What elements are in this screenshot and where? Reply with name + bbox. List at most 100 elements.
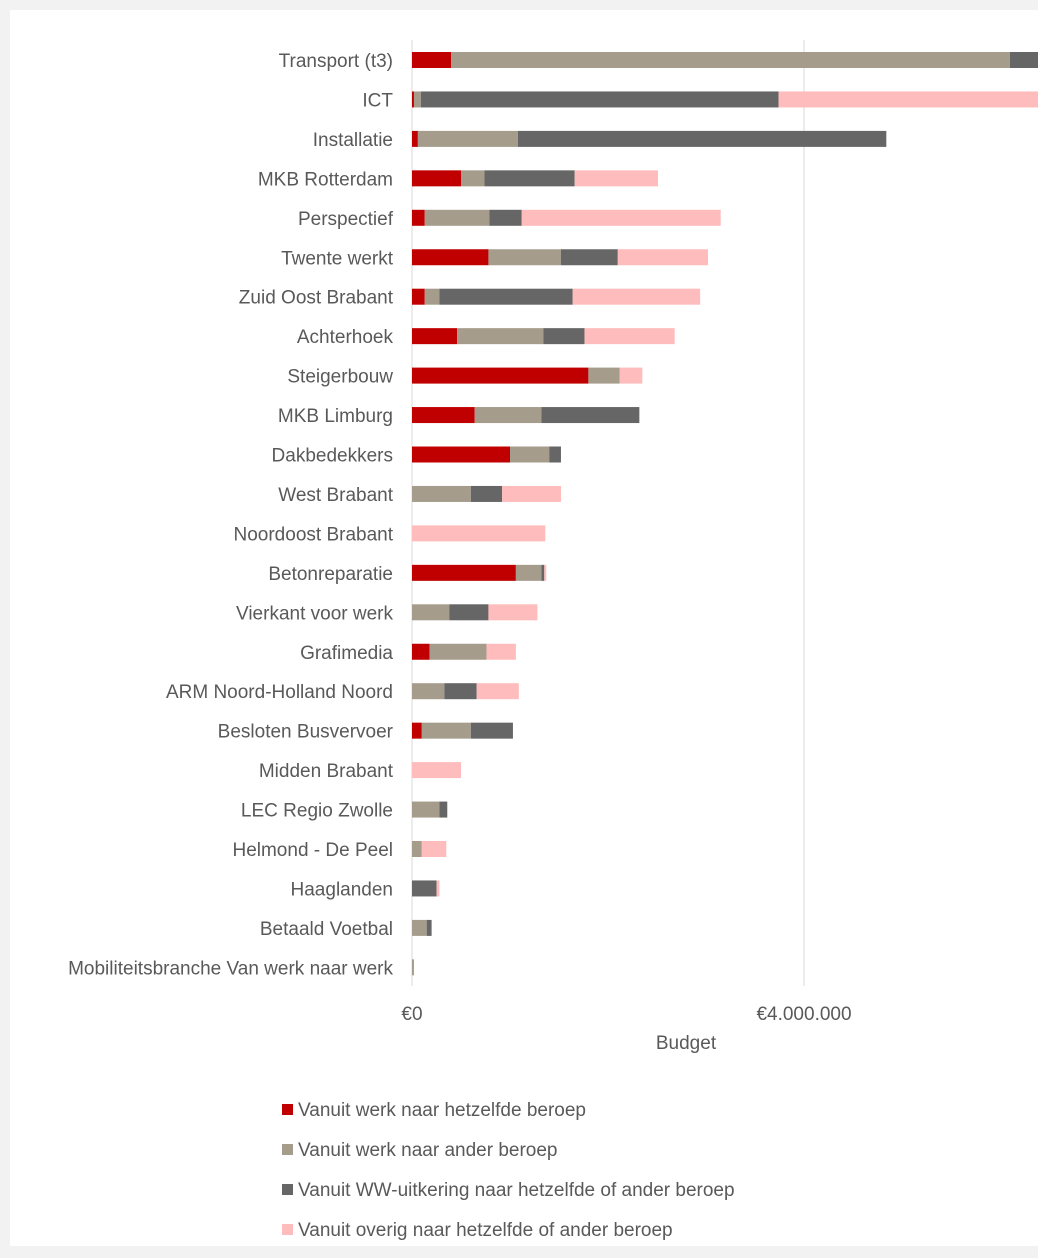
bar-transport-t3-series-3: [1009, 52, 1038, 68]
bar-zuid-oost-brabant-series-2: [424, 288, 440, 305]
category-label-midden-brabant: Midden Brabant: [259, 761, 394, 782]
bar-betonreparatie-series-1: [412, 564, 516, 581]
bar-vierkant-voor-werk-series-4: [488, 604, 538, 621]
bar-twente-werkt-series-2: [488, 249, 561, 266]
category-label-arm-noord-holland-noord: ARM Noord-Holland Noord: [166, 682, 393, 703]
legend-label-3: Vanuit WW-uitkering naar hetzelfde of an…: [298, 1180, 735, 1201]
category-label-ict: ICT: [362, 90, 393, 111]
bar-haaglanden-series-4: [436, 880, 440, 897]
category-label-perspectief: Perspectief: [298, 209, 394, 230]
category-label-zuid-oost-brabant: Zuid Oost Brabant: [239, 288, 394, 309]
bar-betaald-voetbal-series-3: [426, 919, 432, 936]
legend-swatch-4: [282, 1224, 293, 1235]
bar-twente-werkt-series-4: [617, 249, 708, 266]
bar-noordoost-brabant-series-4: [412, 525, 546, 542]
category-label-grafimedia: Grafimedia: [300, 643, 393, 664]
bar-lec-regio-zwolle-series-2: [412, 801, 440, 818]
bar-ict-series-4: [778, 91, 1038, 108]
category-label-noordoost-brabant: Noordoost Brabant: [234, 524, 394, 545]
bar-mkb-rotterdam-series-4: [574, 170, 658, 187]
bar-dakbedekkers-series-3: [549, 446, 561, 463]
bar-achterhoek-series-4: [584, 328, 675, 345]
bar-achterhoek-series-3: [543, 328, 585, 345]
category-label-betaald-voetbal: Betaald Voetbal: [260, 919, 393, 940]
category-label-haaglanden: Haaglanden: [291, 879, 393, 900]
category-label-steigerbouw: Steigerbouw: [287, 367, 393, 388]
bar-midden-brabant-series-4: [412, 762, 461, 779]
category-label-helmond-de-peel: Helmond - De Peel: [232, 840, 393, 861]
bar-zuid-oost-brabant-series-4: [572, 288, 701, 305]
bar-lec-regio-zwolle-series-3: [439, 801, 448, 818]
x-axis-ticks: €0€4.000.000€8.000.000€12.000.000: [401, 1004, 851, 1025]
category-label-lec-regio-zwolle: LEC Regio Zwolle: [241, 801, 393, 822]
bar-grafimedia-series-1: [412, 643, 430, 660]
category-label-besloten-busvervoer: Besloten Busvervoer: [218, 722, 394, 743]
bar-besloten-busvervoer-series-2: [421, 722, 471, 739]
bar-perspectief-series-2: [424, 209, 490, 226]
bar-zuid-oost-brabant-series-3: [439, 288, 573, 305]
bar-besloten-busvervoer-series-3: [470, 722, 513, 739]
bar-mkb-limburg-series-3: [541, 407, 640, 424]
category-label-twente-werkt: Twente werkt: [281, 248, 394, 269]
bar-grafimedia-series-4: [486, 643, 516, 660]
bar-betonreparatie-series-3: [541, 564, 545, 581]
category-label-mkb-limburg: MKB Limburg: [278, 406, 393, 427]
legend-label-1: Vanuit werk naar hetzelfde beroep: [298, 1100, 586, 1121]
bar-helmond-de-peel-series-2: [412, 841, 422, 857]
bars: [412, 52, 1038, 976]
bar-installatie-series-2: [417, 130, 518, 147]
bar-steigerbouw-series-1: [412, 367, 589, 384]
bar-zuid-oost-brabant-series-1: [412, 288, 425, 305]
x-axis-title: Budget: [656, 1033, 717, 1054]
chart-panel: Transport (t3) ICT Installatie MKB Rotterda…: [10, 10, 1038, 1246]
bar-perspectief-series-3: [489, 209, 522, 226]
bar-achterhoek-series-2: [457, 328, 544, 345]
bar-ict-series-3: [420, 91, 779, 108]
bar-mkb-rotterdam-series-1: [412, 170, 461, 187]
bar-mkb-limburg-series-2: [474, 407, 542, 424]
legend-label-4: Vanuit overig naar hetzelfde of ander be…: [298, 1220, 673, 1241]
bar-mkb-rotterdam-series-3: [484, 170, 575, 187]
category-label-west-brabant: West Brabant: [278, 485, 393, 506]
bar-west-brabant-series-2: [412, 485, 471, 502]
bar-haaglanden-series-3: [412, 880, 437, 897]
bar-vierkant-voor-werk-series-2: [412, 604, 450, 621]
legend-swatch-3: [282, 1184, 293, 1195]
category-label-vierkant-voor-werk: Vierkant voor werk: [236, 603, 393, 624]
bar-arm-noord-holland-noord-series-3: [444, 683, 477, 700]
bar-mobiliteitsbranche-van-werk-naar-werk-series-2: [412, 959, 414, 976]
bar-west-brabant-series-3: [470, 485, 503, 502]
legend-swatch-1: [282, 1104, 293, 1115]
bar-installatie-series-1: [412, 130, 418, 147]
category-labels: Transport (t3) ICT Installatie MKB Rotterda…: [68, 51, 394, 979]
bar-ict-series-2: [413, 91, 421, 108]
bar-dakbedekkers-series-1: [412, 446, 510, 463]
bar-transport-t3-series-2: [451, 52, 1010, 68]
legend: Vanuit werk naar hetzelfde beroep Vanuit …: [282, 1100, 735, 1241]
bar-steigerbouw-series-4: [619, 367, 643, 384]
bar-betonreparatie-series-4: [544, 564, 547, 581]
bar-achterhoek-series-1: [412, 328, 458, 345]
x-tick-label-1: €4.000.000: [756, 1004, 851, 1025]
bar-dakbedekkers-series-2: [510, 446, 550, 463]
bar-betonreparatie-series-2: [515, 564, 542, 581]
category-label-transport-t3: Transport (t3): [279, 51, 393, 72]
x-tick-label-0: €0: [401, 1004, 422, 1025]
bar-arm-noord-holland-noord-series-2: [412, 683, 445, 700]
legend-swatch-2: [282, 1144, 293, 1155]
bar-steigerbouw-series-2: [588, 367, 620, 384]
bar-mkb-limburg-series-1: [412, 407, 475, 424]
bar-installatie-series-3: [517, 130, 887, 147]
bar-betaald-voetbal-series-2: [412, 919, 427, 936]
stacked-bar-chart: Transport (t3) ICT Installatie MKB Rotterda…: [68, 40, 1038, 1241]
bar-besloten-busvervoer-series-1: [412, 722, 422, 739]
bar-grafimedia-series-2: [429, 643, 487, 660]
bar-mkb-rotterdam-series-2: [461, 170, 485, 187]
bar-arm-noord-holland-noord-series-4: [476, 683, 519, 700]
bar-vierkant-voor-werk-series-3: [449, 604, 489, 621]
bar-transport-t3-series-1: [412, 52, 452, 68]
category-label-betonreparatie: Betonreparatie: [268, 564, 393, 585]
category-label-dakbedekkers: Dakbedekkers: [272, 446, 393, 467]
category-label-achterhoek: Achterhoek: [297, 327, 394, 348]
bar-perspectief-series-1: [412, 209, 425, 226]
